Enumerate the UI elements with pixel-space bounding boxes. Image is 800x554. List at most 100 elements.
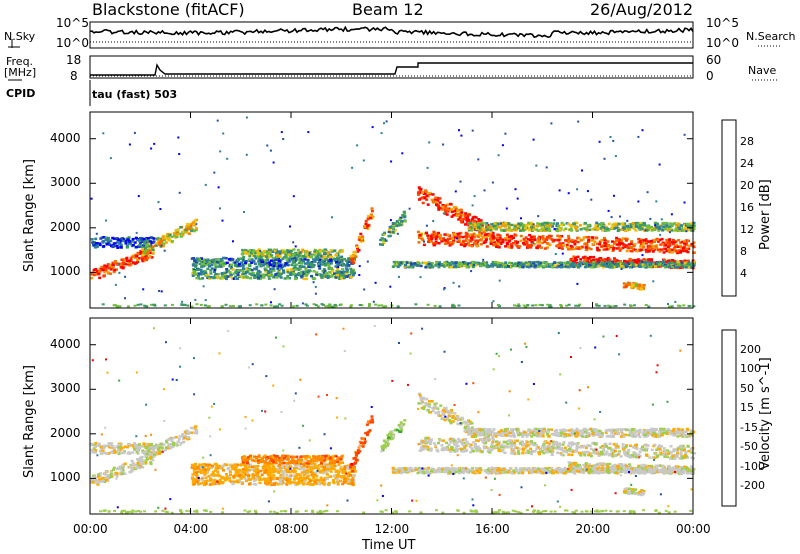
echo-cell xyxy=(274,252,278,255)
echo-cell xyxy=(673,262,677,265)
echo-cell xyxy=(138,446,142,450)
echo-cell xyxy=(586,240,590,243)
echo-cell xyxy=(638,265,642,268)
echo-cell xyxy=(637,135,640,138)
echo-cell xyxy=(231,268,235,271)
echo-cell xyxy=(228,469,232,472)
echo-cell xyxy=(191,274,195,277)
echo-cell xyxy=(280,131,283,134)
echo-cell xyxy=(341,273,345,277)
echo-cell xyxy=(478,232,481,236)
echo-cell xyxy=(106,476,110,479)
echo-cell xyxy=(284,468,288,471)
echo-cell xyxy=(538,241,542,244)
echo-cell xyxy=(232,240,234,243)
echo-cell xyxy=(366,260,369,263)
echo-cell xyxy=(196,259,200,262)
echo-cell xyxy=(383,231,387,235)
echo-cell xyxy=(410,261,413,264)
echo-cell xyxy=(435,260,439,264)
echo-cell xyxy=(646,191,649,194)
echo-cell xyxy=(627,243,631,246)
echo-cell xyxy=(94,246,98,249)
echo-cell xyxy=(537,215,540,218)
echo-cell xyxy=(313,250,317,253)
echo-cell xyxy=(296,481,300,484)
echo-cell xyxy=(202,272,206,276)
echo-cell xyxy=(526,304,530,307)
echo-cell xyxy=(196,276,200,280)
echo-cell xyxy=(577,120,580,123)
echo-cell xyxy=(325,465,329,469)
echo-cell xyxy=(140,455,144,459)
echo-cell xyxy=(560,263,564,267)
echo-cell xyxy=(426,166,429,169)
echo-cell xyxy=(104,470,108,473)
echo-cell xyxy=(119,239,123,242)
echo-cell xyxy=(336,274,340,277)
echo-cell xyxy=(624,237,628,241)
beam-title: Beam 12 xyxy=(352,0,424,19)
echo-cell xyxy=(472,225,476,228)
echo-cell xyxy=(530,224,534,227)
echo-cell xyxy=(210,483,214,486)
echo-cell xyxy=(186,223,190,226)
echo-cell xyxy=(90,276,94,280)
echo-cell xyxy=(531,237,535,241)
echo-cell xyxy=(312,303,316,306)
echo-cell xyxy=(433,304,437,307)
echo-cell xyxy=(689,244,693,247)
echo-cell xyxy=(301,483,305,486)
echo-cell xyxy=(459,214,463,217)
echo-cell xyxy=(334,265,338,268)
echo-cell xyxy=(244,463,248,466)
echo-cell xyxy=(256,250,260,254)
echo-cell xyxy=(324,250,328,254)
echo-cell xyxy=(428,191,432,195)
echo-cell xyxy=(473,195,476,198)
echo-cell xyxy=(123,445,127,448)
echo-cell xyxy=(125,263,129,266)
echo-cell xyxy=(489,232,493,235)
echo-cell xyxy=(561,252,564,255)
echo-cell xyxy=(467,219,471,222)
echo-cell xyxy=(464,239,468,243)
echo-cell xyxy=(323,258,327,261)
echo-cell xyxy=(183,436,187,440)
echo-cell xyxy=(105,478,109,482)
echo-cell xyxy=(495,245,499,248)
echo-cell xyxy=(532,225,536,228)
echo-cell xyxy=(500,261,504,265)
echo-cell xyxy=(681,265,685,268)
echo-cell xyxy=(611,249,615,252)
echo-cell xyxy=(259,258,263,262)
echo-cell xyxy=(305,253,309,256)
echo-cell xyxy=(658,250,662,253)
echo-cell xyxy=(450,242,454,246)
echo-cell xyxy=(399,223,403,227)
echo-cell xyxy=(310,255,313,259)
echo-cell xyxy=(622,286,626,289)
echo-cell xyxy=(437,242,441,245)
echo-cell xyxy=(111,451,115,454)
echo-cell xyxy=(690,263,694,266)
echo-cell xyxy=(191,476,194,479)
echo-cell xyxy=(655,247,659,250)
echo-cell xyxy=(179,226,183,229)
echo-cell xyxy=(477,226,481,229)
echo-cell xyxy=(541,261,545,264)
echo-cell xyxy=(144,454,148,457)
echo-cell xyxy=(467,227,471,231)
echo-cell xyxy=(341,268,345,271)
echo-cell xyxy=(438,305,442,308)
echo-cell xyxy=(252,251,256,254)
echo-cell xyxy=(548,224,552,227)
echo-cell xyxy=(550,122,553,125)
echo-cell xyxy=(144,305,148,308)
echo-cell xyxy=(437,263,441,266)
echo-cell xyxy=(102,274,106,277)
echo-cell xyxy=(473,264,477,267)
echo-cell xyxy=(474,241,478,244)
echo-cell xyxy=(559,304,563,306)
echo-cell xyxy=(608,305,612,308)
